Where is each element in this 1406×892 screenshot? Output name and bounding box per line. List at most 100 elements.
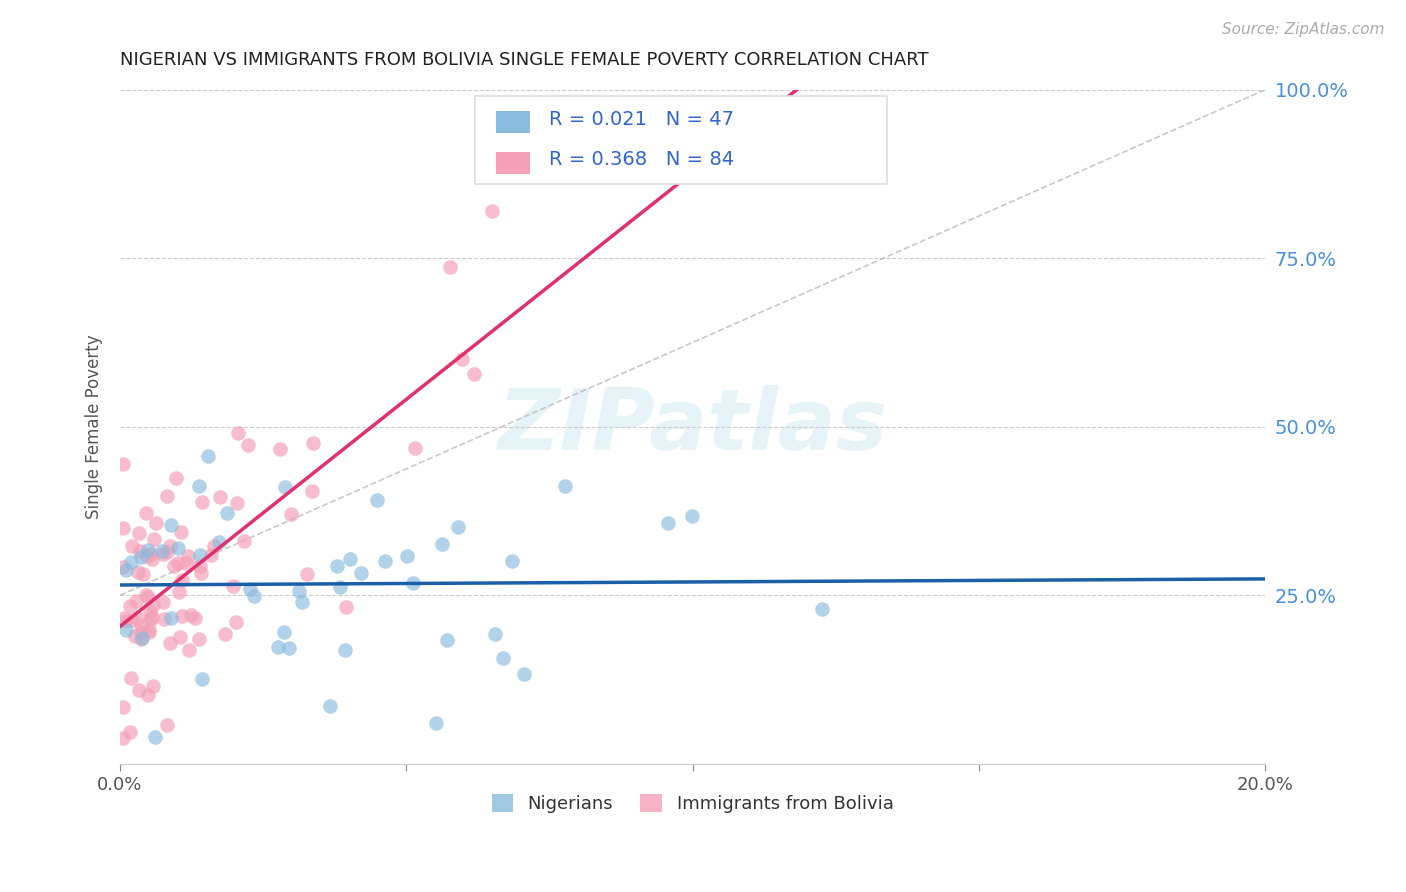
Point: [128, 683, 150, 698]
Point: [288, 584, 311, 599]
Point: [121, 613, 143, 627]
Point: [111, 731, 134, 746]
Point: [436, 632, 458, 647]
Point: [335, 600, 357, 615]
Point: [238, 438, 260, 452]
Point: [329, 581, 352, 595]
Point: [120, 671, 142, 685]
Text: R = 0.021   N = 47: R = 0.021 N = 47: [550, 110, 734, 128]
Point: [811, 601, 834, 615]
Point: [127, 611, 149, 625]
Bar: [495, 152, 530, 174]
Point: [138, 590, 160, 604]
Point: [301, 436, 323, 450]
Point: [657, 516, 679, 530]
Point: [484, 627, 506, 641]
Point: [120, 724, 142, 739]
Point: [197, 450, 219, 464]
Legend: Nigerians, Immigrants from Bolivia: Nigerians, Immigrants from Bolivia: [482, 785, 903, 822]
Point: [191, 673, 214, 687]
Point: [129, 632, 152, 646]
Point: [554, 479, 576, 493]
Point: [200, 548, 222, 562]
Point: [301, 483, 323, 498]
Point: [208, 490, 231, 504]
Point: [177, 643, 200, 657]
Point: [138, 623, 160, 637]
Point: [159, 540, 181, 554]
Point: [124, 629, 146, 643]
Point: [156, 718, 179, 732]
Point: [463, 368, 485, 382]
Point: [273, 625, 295, 640]
Point: [274, 480, 297, 494]
Point: [169, 524, 191, 539]
Point: [159, 636, 181, 650]
FancyBboxPatch shape: [475, 96, 887, 184]
Point: [215, 507, 238, 521]
Point: [152, 595, 174, 609]
Point: [131, 625, 153, 640]
Point: [141, 548, 163, 562]
Point: [481, 204, 503, 219]
Point: [152, 544, 174, 558]
Text: Source: ZipAtlas.com: Source: ZipAtlas.com: [1222, 22, 1385, 37]
Point: [232, 533, 254, 548]
Bar: [495, 112, 530, 134]
Y-axis label: Single Female Poverty: Single Female Poverty: [86, 334, 103, 519]
Point: [402, 576, 425, 591]
Point: [366, 492, 388, 507]
Point: [374, 554, 396, 568]
Point: [141, 610, 163, 624]
Point: [188, 548, 211, 562]
Text: ZIPatlas: ZIPatlas: [498, 385, 887, 468]
Point: [159, 611, 181, 625]
Point: [141, 612, 163, 626]
Point: [326, 558, 349, 573]
Point: [114, 623, 136, 637]
Point: [269, 442, 291, 457]
Point: [202, 539, 225, 553]
Text: R = 0.368   N = 84: R = 0.368 N = 84: [550, 150, 734, 169]
Point: [188, 559, 211, 574]
Point: [188, 632, 211, 647]
Point: [291, 594, 314, 608]
Point: [167, 585, 190, 599]
Point: [190, 566, 212, 581]
Point: [191, 494, 214, 508]
Point: [127, 565, 149, 579]
Point: [129, 543, 152, 558]
Point: [280, 507, 302, 521]
Point: [242, 589, 264, 603]
Point: [156, 489, 179, 503]
Point: [425, 715, 447, 730]
Point: [214, 626, 236, 640]
Point: [513, 667, 536, 681]
Point: [112, 458, 135, 472]
Point: [172, 573, 194, 587]
Point: [111, 521, 134, 535]
Point: [129, 618, 152, 632]
Point: [267, 640, 290, 654]
Point: [128, 526, 150, 541]
Point: [167, 541, 190, 555]
Point: [135, 506, 157, 520]
Point: [295, 567, 318, 582]
Point: [145, 516, 167, 531]
Point: [404, 441, 426, 455]
Point: [139, 604, 162, 618]
Point: [451, 351, 474, 366]
Point: [153, 612, 176, 626]
Point: [319, 699, 342, 714]
Point: [112, 611, 135, 625]
Point: [163, 559, 186, 574]
Point: [208, 535, 231, 549]
Point: [188, 479, 211, 493]
Point: [136, 542, 159, 557]
Point: [226, 425, 249, 440]
Point: [143, 730, 166, 744]
Point: [115, 614, 138, 628]
Point: [142, 598, 165, 612]
Point: [156, 545, 179, 559]
Point: [501, 553, 523, 567]
